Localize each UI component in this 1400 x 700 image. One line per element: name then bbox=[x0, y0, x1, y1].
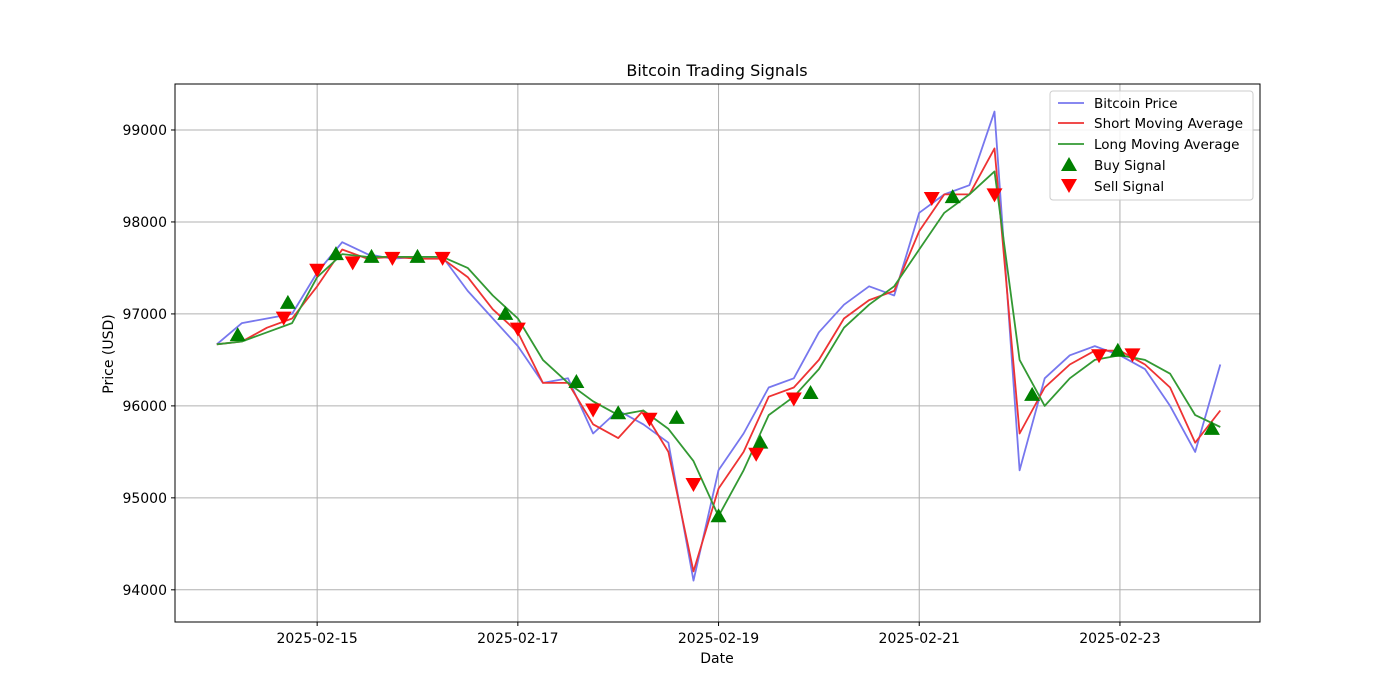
buy-signal-marker bbox=[279, 294, 296, 309]
y-tick-label: 97000 bbox=[122, 307, 167, 323]
buy-signal-marker bbox=[802, 385, 819, 400]
buy-signal-marker bbox=[363, 248, 380, 263]
legend-sell-marker bbox=[1061, 179, 1077, 193]
buy-signal-marker bbox=[752, 434, 769, 449]
sell-signal-marker bbox=[923, 192, 940, 207]
sell-signal-marker bbox=[641, 412, 658, 427]
legend-buy-label: Buy Signal bbox=[1094, 158, 1166, 174]
y-tick-label: 99000 bbox=[122, 123, 167, 139]
x-tick-label: 2025-02-17 bbox=[477, 631, 558, 647]
sell-signal-marker bbox=[434, 251, 451, 266]
buy-signal-marker bbox=[1024, 386, 1041, 401]
x-tick-label: 2025-02-19 bbox=[678, 631, 759, 647]
sell-signal-marker bbox=[275, 311, 292, 326]
buy-signal-marker bbox=[944, 189, 961, 204]
y-tick-label: 98000 bbox=[122, 215, 167, 231]
chart-title: Bitcoin Trading Signals bbox=[626, 61, 807, 80]
x-tick-label: 2025-02-15 bbox=[276, 631, 357, 647]
x-tick-label: 2025-02-21 bbox=[879, 631, 960, 647]
buy-signal-marker bbox=[1109, 342, 1126, 357]
y-tick-label: 95000 bbox=[122, 491, 167, 507]
sell-signal-marker bbox=[344, 256, 361, 271]
x-axis-ticks: 2025-02-15 2025-02-17 2025-02-19 2025-02-21… bbox=[276, 622, 1161, 647]
buy-signal-marker bbox=[610, 405, 627, 420]
y-axis-label: Price (USD) bbox=[101, 314, 117, 393]
sell-signal-marker bbox=[685, 478, 702, 493]
signal-markers bbox=[229, 188, 1220, 523]
sell-signal-marker bbox=[585, 403, 602, 418]
legend-sell-label: Sell Signal bbox=[1094, 179, 1164, 195]
y-tick-label: 96000 bbox=[122, 399, 167, 415]
sell-signal-marker bbox=[785, 392, 802, 407]
x-tick-label: 2025-02-23 bbox=[1079, 631, 1160, 647]
legend-price-label: Bitcoin Price bbox=[1094, 96, 1178, 112]
sell-signal-marker bbox=[1091, 349, 1108, 364]
sell-signal-marker bbox=[509, 322, 526, 337]
buy-signal-marker bbox=[409, 248, 426, 263]
buy-signal-marker bbox=[497, 305, 514, 320]
sell-signal-marker bbox=[309, 263, 326, 278]
legend-buy-marker bbox=[1061, 157, 1077, 171]
legend: Bitcoin Price Short Moving Average Long … bbox=[1049, 90, 1254, 201]
buy-signal-marker bbox=[1203, 420, 1220, 435]
sell-signal-marker bbox=[748, 447, 765, 462]
sell-signal-marker bbox=[384, 251, 401, 266]
x-axis-label: Date bbox=[700, 651, 733, 667]
sell-signal-marker bbox=[986, 188, 1003, 203]
legend-long-ma-label: Long Moving Average bbox=[1094, 137, 1239, 153]
legend-short-ma-label: Short Moving Average bbox=[1094, 116, 1243, 132]
y-tick-label: 94000 bbox=[122, 583, 167, 599]
y-axis-ticks: 94000 95000 96000 97000 98000 99000 bbox=[122, 123, 175, 599]
buy-signal-marker bbox=[327, 246, 344, 261]
buy-signal-marker bbox=[710, 508, 727, 523]
legend-box bbox=[1049, 90, 1254, 201]
buy-signal-marker bbox=[229, 327, 246, 342]
buy-signal-marker bbox=[568, 373, 585, 388]
buy-signal-marker bbox=[668, 409, 685, 424]
sell-signal-marker bbox=[1124, 348, 1141, 363]
plot-frame bbox=[174, 83, 1261, 623]
